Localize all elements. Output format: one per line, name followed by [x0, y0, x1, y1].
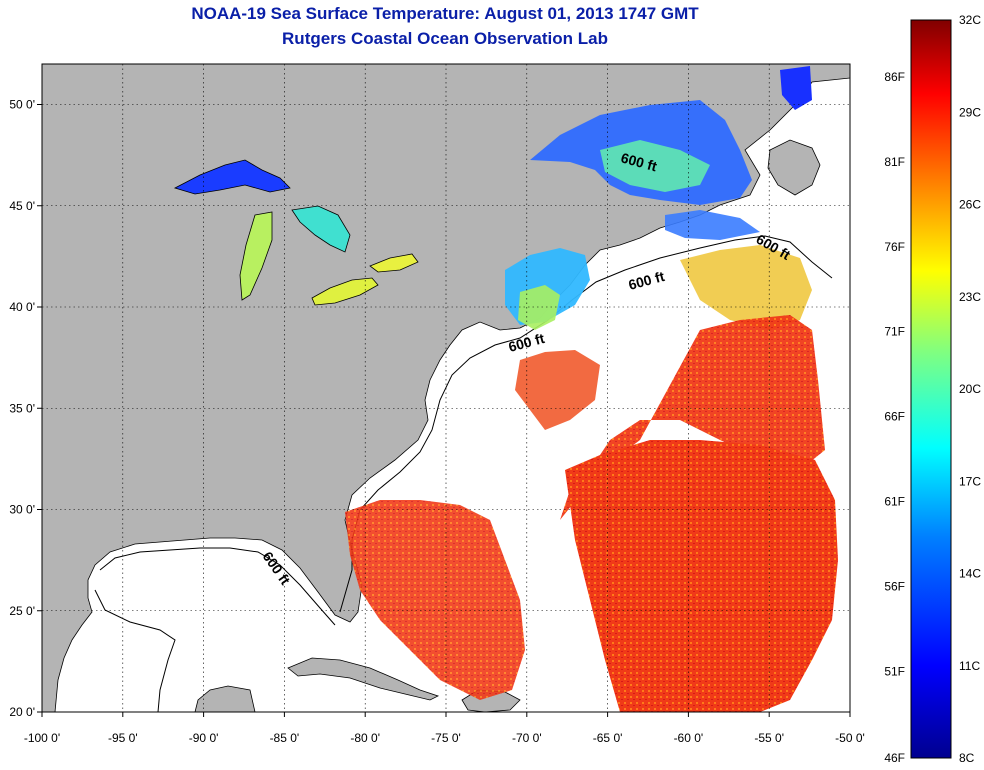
lat-tick-label: 40 0'	[9, 300, 35, 314]
colorbar-fahrenheit-label: 76F	[884, 240, 905, 254]
lake-ontario	[369, 253, 419, 273]
lat-tick-label: 25 0'	[9, 604, 35, 618]
lake-erie	[311, 277, 379, 306]
sst-gulf-st-lawrence-warm	[600, 140, 710, 192]
lon-tick-label: -80 0'	[350, 731, 380, 745]
colorbar-fahrenheit-label: 46F	[884, 751, 905, 765]
colorbar-fahrenheit-label: 56F	[884, 579, 905, 593]
sst-labrador	[780, 66, 812, 110]
land-yucatan	[194, 685, 256, 712]
colorbar-celsius-label: 14C	[959, 567, 981, 581]
colorbar-fahrenheit-label: 86F	[884, 70, 905, 84]
colorbar-fahrenheit-label: 51F	[884, 664, 905, 678]
sst-slope-yellow	[680, 245, 812, 330]
isobath-gulf	[94, 547, 336, 712]
land-cuba	[287, 657, 440, 701]
colorbar-fahrenheit-label: 66F	[884, 410, 905, 424]
sst-southeast-shelf	[345, 500, 525, 700]
lat-tick-label: 35 0'	[9, 401, 35, 415]
colorbar-celsius-label: 23C	[959, 290, 981, 304]
map-title: NOAA-19 Sea Surface Temperature: August …	[191, 4, 699, 23]
colorbar-celsius-label: 8C	[959, 751, 975, 765]
lat-tick-label: 20 0'	[9, 705, 35, 719]
land-newfoundland	[767, 139, 821, 196]
map-subtitle: Rutgers Coastal Ocean Observation Lab	[282, 29, 608, 48]
lon-tick-label: -70 0'	[512, 731, 542, 745]
lon-tick-label: -65 0'	[593, 731, 623, 745]
lon-tick-label: -60 0'	[674, 731, 704, 745]
colorbar-celsius-label: 20C	[959, 382, 981, 396]
colorbar-fahrenheit-label: 61F	[884, 495, 905, 509]
colorbar-celsius-label: 26C	[959, 198, 981, 212]
lat-tick-label: 45 0'	[9, 199, 35, 213]
colorbar-celsius-label: 11C	[959, 659, 980, 673]
sst-scattered-warm	[515, 350, 600, 430]
sst-sargasso	[565, 440, 838, 712]
lon-tick-label: -55 0'	[754, 731, 784, 745]
colorbar-celsius-label: 32C	[959, 13, 981, 27]
lon-tick-label: -85 0'	[270, 731, 300, 745]
colorbar-celsius-label: 17C	[959, 474, 981, 488]
lon-tick-label: -95 0'	[108, 731, 138, 745]
lon-tick-label: -50 0'	[835, 731, 865, 745]
colorbar-fahrenheit-label: 81F	[884, 155, 905, 169]
isobath-atlantic	[339, 235, 833, 613]
lat-tick-label: 50 0'	[9, 98, 35, 112]
colorbar	[910, 19, 952, 759]
lon-tick-label: -100 0'	[24, 731, 60, 745]
lat-tick-label: 30 0'	[9, 503, 35, 517]
colorbar-celsius-label: 29C	[959, 105, 981, 119]
sst-scotian-shelf	[665, 210, 760, 240]
lon-tick-label: -75 0'	[431, 731, 461, 745]
sst-cape-cod	[518, 285, 560, 330]
lake-michigan	[239, 211, 273, 301]
sst-gulf-stream	[560, 315, 825, 520]
lake-huron	[291, 205, 351, 253]
lon-tick-label: -90 0'	[189, 731, 219, 745]
colorbar-fahrenheit-label: 71F	[884, 325, 905, 339]
